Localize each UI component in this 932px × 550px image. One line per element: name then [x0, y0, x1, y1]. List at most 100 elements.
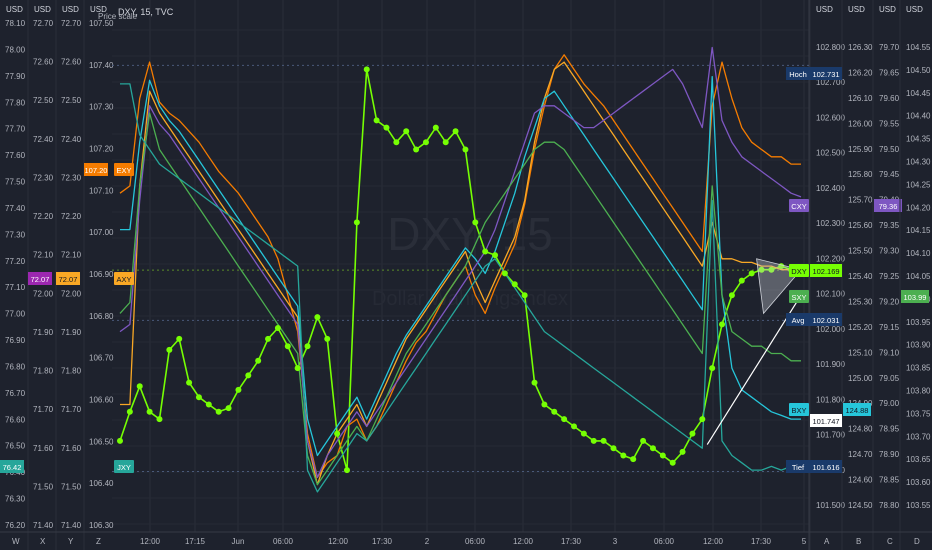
scale-corner: W: [12, 537, 20, 546]
y-tick-label: 126.10: [848, 94, 873, 103]
price-tags: EXY AXY JXY CXY DXY SXY BXY Hoch 102.731 102.169 A…: [114, 67, 842, 473]
dxy-point: [561, 416, 568, 423]
time-axis[interactable]: 12:00 17:15 Jun 06:00 12:00 17:30 2 06:00 12:00 1…: [0, 531, 932, 546]
x-tick-label: 12:00: [513, 537, 534, 546]
dxy-point: [403, 128, 410, 135]
y-tick-label: 77.90: [5, 72, 26, 81]
scale-header: USD: [879, 5, 896, 14]
y-tick-label: 102.300: [816, 219, 845, 228]
y-tick-label: 79.65: [879, 68, 900, 77]
series-tag-text: SXY: [791, 293, 806, 302]
series-tag-text: JXY: [117, 463, 131, 472]
y-tick-label: 104.50: [906, 66, 931, 75]
y-tick-label: 77.80: [5, 98, 26, 107]
y-tick-label: 79.35: [879, 221, 900, 230]
y-tick-label: 77.10: [5, 283, 26, 292]
x-tick-label: 3: [613, 537, 618, 546]
scale-header: USD: [816, 5, 833, 14]
y-tick-label: 79.05: [879, 374, 900, 383]
price-tag-box: [810, 264, 842, 277]
scale-corner: A: [824, 537, 830, 546]
y-tick-label: 71.90: [61, 328, 82, 337]
y-tick-label: 106.80: [89, 312, 114, 321]
series-line-sxy: [119, 112, 801, 486]
dxy-point: [166, 346, 173, 353]
y-tick-label: 101.700: [816, 431, 845, 440]
y-tick-label: 125.90: [848, 145, 873, 154]
price-tag-value: 101.616: [812, 463, 839, 472]
series-line-cxy: [119, 46, 802, 479]
dxy-point: [580, 430, 587, 437]
y-tick-label: 71.40: [33, 521, 54, 530]
y-tick-label: 72.70: [61, 19, 82, 28]
right-price-scales[interactable]: USDA102.800102.700102.600102.500102.4001…: [809, 0, 931, 550]
scale-corner: Z: [96, 537, 101, 546]
price-tag-value: 102.031: [812, 316, 839, 325]
y-tick-label: 103.85: [906, 364, 931, 373]
y-tick-label: 125.10: [848, 348, 873, 357]
horizontal-lines: [112, 64, 809, 473]
y-tick-label: 125.30: [848, 297, 873, 306]
y-tick-label: 124.80: [848, 425, 873, 434]
dxy-point: [363, 66, 370, 73]
dxy-point: [383, 124, 390, 131]
y-tick-label: 72.40: [61, 135, 82, 144]
y-tick-label: 125.60: [848, 221, 873, 230]
x-tick-label: 06:00: [465, 537, 486, 546]
y-tick-label: 102.700: [816, 78, 845, 87]
y-tick-label: 102.400: [816, 184, 845, 193]
price-tag-box: [810, 67, 842, 80]
dxy-point: [679, 448, 686, 455]
y-tick-label: 107.00: [89, 228, 114, 237]
price-tag-label-box: [786, 67, 810, 80]
y-tick-label: 102.500: [816, 149, 845, 158]
y-tick-label: 104.55: [906, 43, 931, 52]
dxy-point: [205, 401, 212, 408]
y-tick-label: 106.70: [89, 354, 114, 363]
price-tag-box: [810, 460, 842, 473]
scale-value-tag-text: 79.36: [879, 202, 898, 211]
y-tick-label: 102.200: [816, 254, 845, 263]
dxy-point: [620, 452, 627, 459]
dxy-point: [136, 383, 143, 390]
y-tick-label: 79.70: [879, 43, 900, 52]
scale-value-tag: [843, 403, 871, 416]
y-tick-label: 78.85: [879, 476, 900, 485]
dxy-point: [195, 394, 202, 401]
dxy-point: [225, 405, 232, 412]
scale-value-tag: [56, 272, 80, 285]
dxy-point: [551, 408, 558, 415]
price-tag-label: Hoch: [789, 70, 807, 79]
price-tag-label: Avg: [792, 316, 805, 325]
dxy-point: [699, 416, 706, 423]
y-tick-label: 104.20: [906, 203, 931, 212]
y-tick-label: 79.15: [879, 323, 900, 332]
scale-value-tag-text: 72.07: [31, 275, 50, 284]
y-tick-label: 104.45: [906, 89, 931, 98]
trendline: [706, 294, 802, 445]
dxy-point: [452, 128, 459, 135]
series-tag: [789, 264, 809, 277]
scale-value-tag-text: 103.99: [904, 293, 927, 302]
plot-area[interactable]: [112, 0, 809, 532]
x-tick-label: 17:15: [185, 537, 206, 546]
y-tick-label: 126.30: [848, 43, 873, 52]
left-price-scales[interactable]: USD W 78.10 78.00 77.90 77.80 77.70 77.60 77.50 7…: [0, 0, 114, 550]
y-tick-label: 103.90: [906, 341, 931, 350]
scale-sublabel: Price scale: [98, 12, 138, 21]
dxy-point: [413, 146, 420, 153]
scale-value-tag: [84, 163, 108, 176]
series-line-axy: [120, 61, 801, 486]
y-tick-label: 76.20: [5, 521, 26, 530]
dxy-point: [630, 456, 637, 463]
series-tag-text: BXY: [791, 406, 806, 415]
y-tick-label: 77.40: [5, 204, 26, 213]
dxy-point: [590, 437, 597, 444]
scale-value-tag-text: 72.07: [59, 275, 78, 284]
y-tick-label: 79.25: [879, 272, 900, 281]
y-tick-label: 76.60: [5, 415, 26, 424]
y-tick-label: 72.60: [33, 58, 54, 67]
y-tick-label: 72.50: [33, 96, 54, 105]
y-tick-label: 102.100: [816, 290, 845, 299]
